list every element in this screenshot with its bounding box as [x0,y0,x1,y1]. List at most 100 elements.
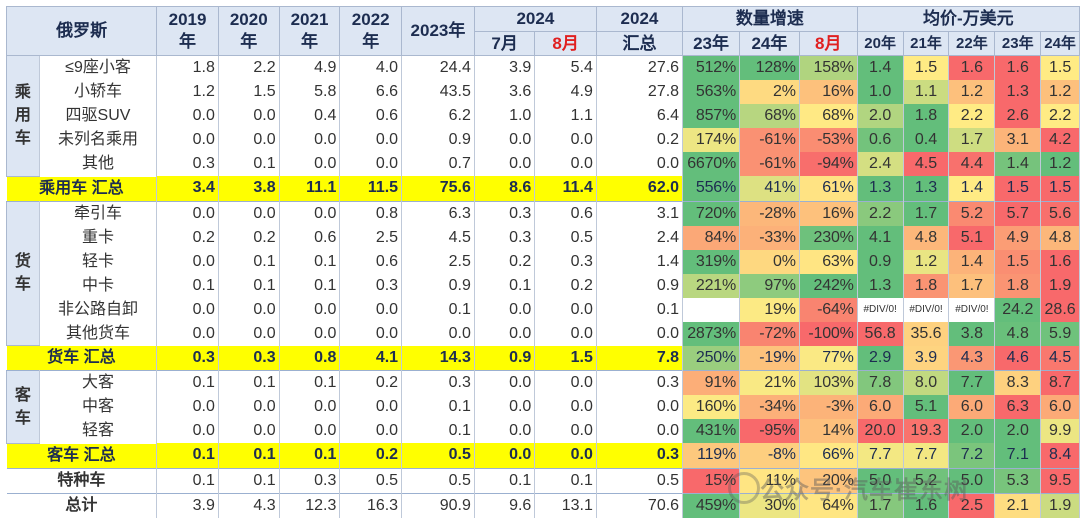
row-label: 特种车 [6,467,158,493]
value-cell: 0.0 [474,152,536,176]
value-cell: 13.1 [534,492,597,518]
value-cell: 0.0 [474,370,536,395]
price-cell: 1.8 [903,273,950,298]
growth-cell: -64% [799,297,858,322]
watermark-logo-icon [728,472,760,504]
value-cell: 0.6 [534,200,597,226]
growth-cell: 158% [799,55,858,80]
price-cell: 5.0 [857,467,904,493]
price-cell: 4.9 [994,225,1042,250]
growth-cell: 14% [799,419,858,443]
growth-cell: 563% [682,80,741,104]
price-col-22: 22年 [948,31,996,56]
price-cell: 19.3 [903,419,950,443]
price-cell: 6.0 [857,395,904,419]
value-cell: 0.0 [218,297,280,322]
price-cell: 2.0 [994,419,1042,443]
value-cell: 0.0 [401,321,475,346]
price-cell: 7.7 [857,443,904,468]
value-cell: 27.8 [596,80,684,104]
growth-cell: 512% [682,55,741,80]
value-cell: 62.0 [596,176,684,201]
month-header-jul: 7月 [473,31,536,56]
value-cell: 2.2 [218,55,280,80]
value-cell: 0.0 [534,152,597,176]
value-cell: 0.0 [218,128,280,152]
value-cell: 3.9 [474,55,536,80]
price-cell: 7.1 [994,443,1042,468]
growth-cell: 250% [682,345,741,371]
value-cell: 1.4 [596,249,684,274]
value-cell: 5.4 [534,55,597,80]
growth-cell: 64% [799,492,858,518]
price-cell: 1.7 [857,492,904,518]
price-cell: 9.5 [1040,467,1080,493]
group-label-char: 货 [14,253,31,271]
price-cell: 1.5 [994,249,1042,274]
growth-cell: -34% [739,395,800,419]
value-cell: 0.0 [279,297,341,322]
value-cell: 0.1 [279,370,341,395]
summary-row: 乘用车 汇总 3.4 3.8 11.1 11.5 75.6 8.6 11.4 62.0 556% 4… [6,176,1080,201]
price-cell: 5.1 [948,225,996,250]
value-cell: 0.0 [156,321,219,346]
price-cell: 1.6 [948,55,996,80]
value-cell: 0.4 [279,104,341,128]
value-cell: 0.0 [279,128,341,152]
value-cell: 0.0 [534,395,597,419]
growth-cell: 68% [799,104,858,128]
value-cell: 1.5 [534,345,597,371]
value-cell: 0.0 [339,395,403,419]
growth-cell: -3% [799,395,858,419]
value-cell: 0.1 [218,273,280,298]
table-row: 中客 0.0 0.0 0.0 0.0 0.1 0.0 0.0 0.0 160% -34% -3% 6.0… [7,395,1080,419]
value-cell: 0.1 [218,152,280,176]
value-cell: 0.9 [474,345,536,371]
value-cell: 5.8 [279,80,341,104]
value-cell: 6.2 [401,104,475,128]
table-row: 非公路自卸 0.0 0.0 0.0 0.0 0.1 0.0 0.0 0.1 19% -64% #DIV… [7,297,1080,322]
value-cell: 0.6 [339,104,403,128]
group-label-char: 用 [14,107,31,125]
row-label: 其他货车 [38,321,158,346]
growth-cell: 84% [682,225,741,250]
price-cell: 35.6 [903,321,950,346]
value-cell: 0.0 [596,321,684,346]
price-cell: 1.2 [1040,152,1080,176]
value-cell: 0.1 [401,419,475,443]
value-cell: 6.6 [339,80,403,104]
value-cell: 0.3 [218,345,280,371]
value-cell: 0.5 [534,225,597,250]
value-cell: 0.3 [596,443,684,468]
value-cell: 3.6 [474,80,536,104]
table-row: 货车牵引车 0.0 0.0 0.0 0.8 6.3 0.3 0.6 3.1 720% -28% 16%… [6,200,1080,346]
price-cell: 6.0 [1040,395,1080,419]
value-cell: 8.6 [474,176,536,201]
table-row: 乘用车 ≤9座小客 1.8 2.2 4.9 4.0 24.4 3.9 5.4 27.6 512% 12… [6,55,1080,177]
group-label-char: 车 [14,276,31,294]
price-cell: 1.2 [948,80,996,104]
price-cell: 56.8 [857,321,904,346]
table-row: 其他 0.3 0.1 0.0 0.0 0.7 0.0 0.0 0.0 6670% -61% -94% 2… [7,152,1080,176]
value-cell: 0.0 [279,395,341,419]
growth-cell: 431% [682,419,741,443]
value-cell: 0.2 [156,225,219,250]
value-cell: 1.1 [534,104,597,128]
growth-cell: 221% [682,273,741,298]
price-cell: 4.6 [994,345,1042,371]
value-cell: 0.0 [474,419,536,443]
value-cell: 0.0 [218,104,280,128]
year-header-2021: 2021年 [278,6,341,56]
growth-cell: 6670% [682,152,741,176]
value-cell: 16.3 [339,492,403,518]
value-cell: 1.8 [156,55,219,80]
growth-cell: -8% [739,443,800,468]
value-cell: 0.1 [401,395,475,419]
year-header-2022: 2022年 [339,6,403,56]
row-label: 非公路自卸 [38,297,158,322]
value-cell: 6.4 [596,104,684,128]
price-cell: 5.6 [1040,200,1080,226]
value-cell: 0.6 [339,249,403,274]
price-cell: 4.2 [1040,128,1080,152]
value-cell: 0.0 [474,297,536,322]
